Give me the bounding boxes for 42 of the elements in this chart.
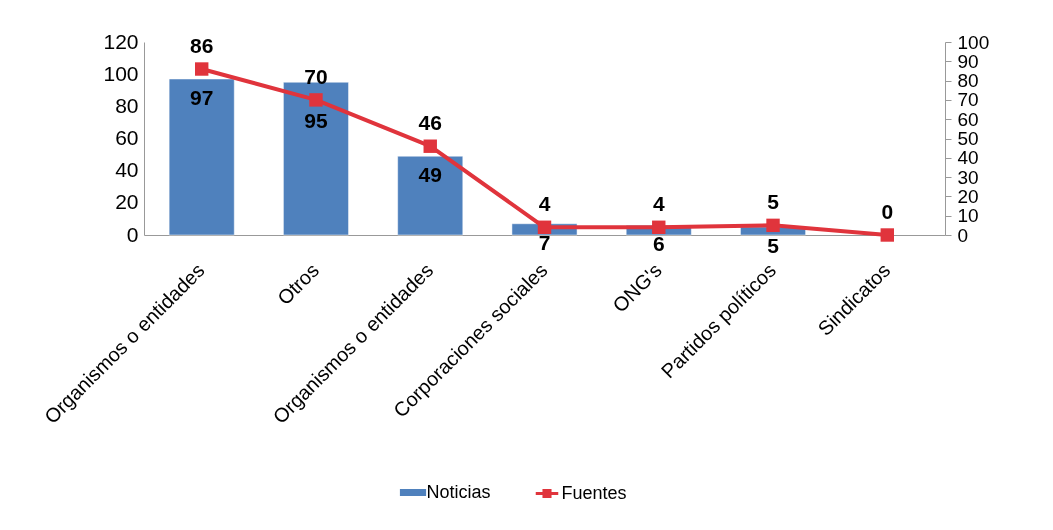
y-tick-label: 80 — [115, 93, 139, 117]
point — [309, 93, 323, 107]
y-tick-label: 0 — [126, 222, 139, 246]
point — [766, 218, 780, 233]
y2-tick-label: 70 — [957, 89, 979, 111]
y2-tick-label: 40 — [957, 147, 979, 169]
point — [537, 220, 552, 234]
data-label: 0 — [881, 200, 894, 223]
data-label: 97 — [190, 85, 214, 109]
y2-tick-label: 100 — [957, 31, 990, 53]
y-tick-label: 40 — [115, 158, 139, 182]
data-label: 70 — [304, 64, 328, 88]
data-label: 6 — [652, 232, 665, 256]
point — [423, 139, 437, 153]
y2-tick-label: 0 — [957, 224, 969, 246]
y-tick-label: 20 — [115, 190, 139, 214]
y2-tick-label: 10 — [957, 205, 979, 227]
legend-label: Noticias — [426, 481, 491, 502]
data-label: 49 — [418, 163, 442, 187]
data-label: 95 — [304, 108, 328, 132]
data-label: 5 — [767, 190, 780, 214]
bar — [168, 78, 235, 236]
y2-tick-label: 60 — [957, 108, 979, 130]
data-label: 4 — [538, 192, 551, 216]
data-label: 4 — [652, 192, 665, 216]
y2-tick-label: 50 — [957, 128, 979, 149]
y2-tick-label: 90 — [957, 50, 979, 72]
point — [652, 220, 666, 234]
y-tick-label: 120 — [103, 29, 139, 53]
y-tick-label: 60 — [115, 126, 139, 149]
y2-tick-label: 20 — [957, 185, 979, 207]
point — [880, 228, 894, 242]
y2-tick-label: 80 — [957, 70, 979, 92]
y2-tick-label: 30 — [957, 166, 979, 188]
point — [195, 62, 209, 76]
legend-label: Fuentes — [561, 482, 627, 503]
data-label: 46 — [418, 111, 442, 135]
bar — [397, 155, 464, 236]
data-label: 5 — [767, 233, 780, 257]
data-label: 86 — [190, 34, 214, 58]
y-tick-label: 100 — [103, 61, 139, 85]
data-label: 7 — [538, 230, 551, 254]
